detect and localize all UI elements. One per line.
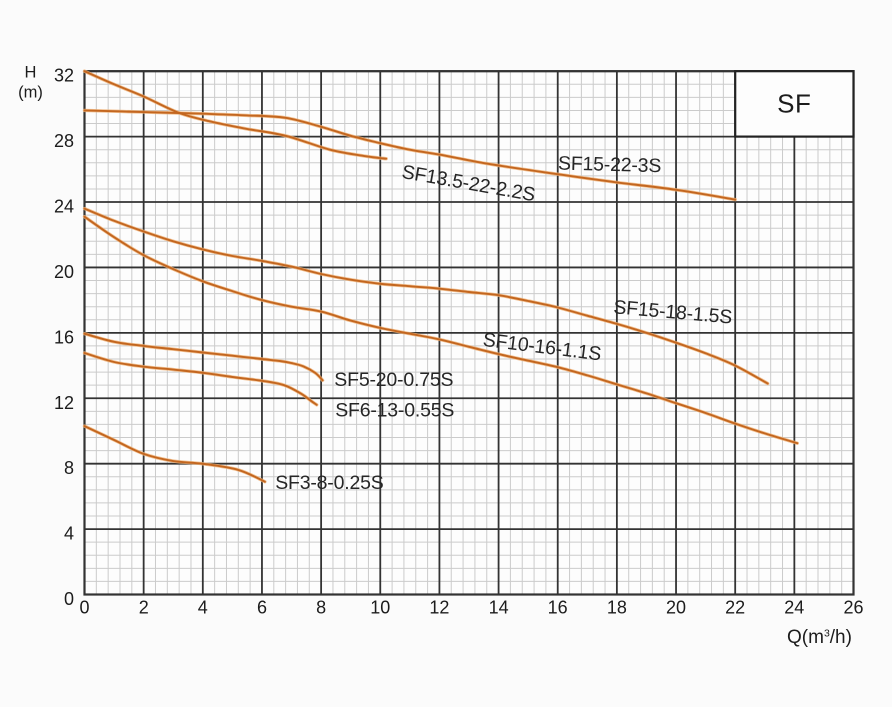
svg-text:0: 0 <box>64 589 74 609</box>
svg-text:16: 16 <box>54 327 74 347</box>
svg-text:8: 8 <box>316 598 326 618</box>
svg-text:Q(m3/h): Q(m3/h) <box>787 627 852 648</box>
svg-text:(m): (m) <box>18 84 43 102</box>
svg-text:H: H <box>25 64 37 82</box>
svg-text:10: 10 <box>370 598 390 618</box>
svg-text:18: 18 <box>607 598 627 618</box>
svg-text:24: 24 <box>54 197 74 217</box>
svg-text:12: 12 <box>429 598 449 618</box>
svg-text:20: 20 <box>666 598 686 618</box>
svg-text:22: 22 <box>725 598 745 618</box>
svg-text:SF3-8-0.25S: SF3-8-0.25S <box>275 472 384 494</box>
svg-text:8: 8 <box>64 458 74 478</box>
svg-text:SF15-22-3S: SF15-22-3S <box>558 153 662 178</box>
svg-text:4: 4 <box>64 524 74 544</box>
svg-text:16: 16 <box>548 598 568 618</box>
svg-text:4: 4 <box>198 598 208 618</box>
svg-text:0: 0 <box>79 598 89 618</box>
svg-text:20: 20 <box>54 262 74 282</box>
svg-text:32: 32 <box>54 66 74 86</box>
svg-text:12: 12 <box>54 393 74 413</box>
svg-text:24: 24 <box>784 598 804 618</box>
svg-text:26: 26 <box>843 598 863 618</box>
svg-text:SF6-13-0.55S: SF6-13-0.55S <box>335 400 454 422</box>
svg-text:SF: SF <box>777 89 811 119</box>
svg-text:SF5-20-0.75S: SF5-20-0.75S <box>334 369 453 391</box>
svg-text:2: 2 <box>139 598 149 618</box>
svg-text:28: 28 <box>54 131 74 151</box>
svg-text:14: 14 <box>489 598 509 618</box>
svg-text:6: 6 <box>257 598 267 618</box>
